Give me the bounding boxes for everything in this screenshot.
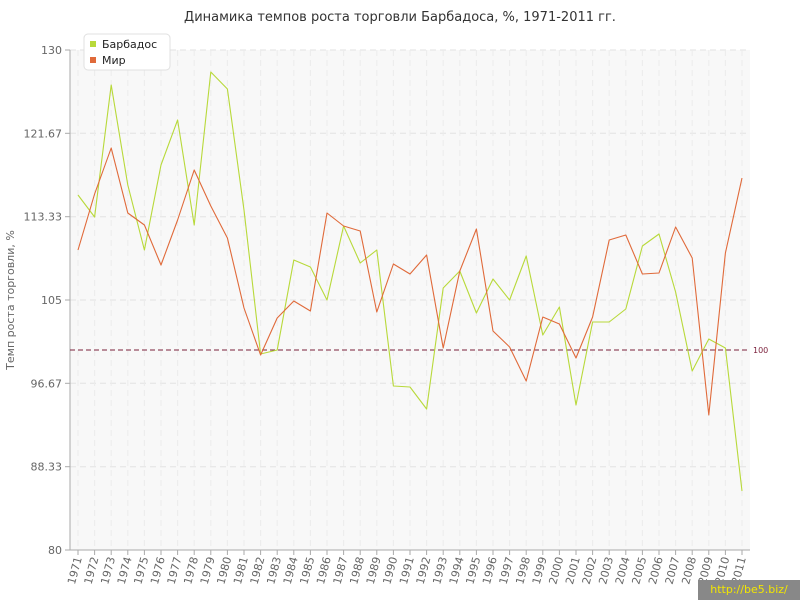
legend-label: Мир	[102, 54, 126, 67]
legend-box	[83, 33, 171, 71]
y-axis-label: Темп роста торговли, %	[4, 230, 17, 371]
y-tick-label: 105	[41, 294, 62, 307]
series-line-Мир	[77, 147, 743, 416]
y-tick-label: 80	[48, 544, 62, 557]
y-tick-label: 88.33	[31, 461, 63, 474]
legend: Барбадос Мир	[83, 33, 171, 71]
y-tick-label: 130	[41, 44, 62, 57]
x-axis-ticks: 1971197219731974197519761977197819791980…	[65, 550, 749, 586]
series-line-Барбадос	[77, 71, 743, 492]
grid-lines	[70, 49, 750, 551]
series-lines	[77, 71, 743, 492]
legend-swatch	[90, 41, 96, 47]
chart-title: Динамика темпов роста торговли Барбадоса…	[184, 10, 616, 25]
y-axis-ticks: 80 88.33 96.67 105 113.33 121.67 130	[24, 44, 70, 557]
watermark-link[interactable]: http://be5.biz/	[698, 580, 800, 600]
legend-swatch	[90, 57, 96, 63]
y-tick-label: 113.33	[24, 211, 63, 224]
legend-label: Барбадос	[102, 38, 157, 51]
y-tick-label: 96.67	[31, 377, 63, 390]
reference-line: 100	[70, 346, 768, 355]
y-tick-label: 121.67	[24, 127, 63, 140]
reference-line-label: 100	[753, 346, 768, 355]
